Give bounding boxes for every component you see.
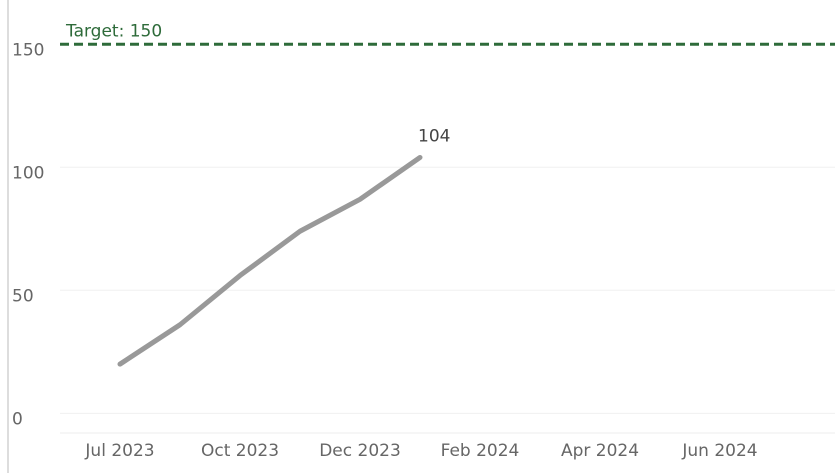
x-tick-label: Feb 2024 bbox=[441, 441, 520, 461]
target-label: Target: 150 bbox=[65, 21, 162, 41]
x-tick-label: Jun 2024 bbox=[681, 441, 757, 461]
y-tick-label: 50 bbox=[12, 286, 34, 306]
data-label: 104 bbox=[418, 126, 450, 146]
x-tick-label: Dec 2023 bbox=[319, 441, 401, 461]
x-tick-label: Apr 2024 bbox=[561, 441, 639, 461]
y-tick-label: 150 bbox=[12, 40, 44, 60]
x-tick-label: Oct 2023 bbox=[201, 441, 279, 461]
y-tick-label: 100 bbox=[12, 163, 44, 183]
y-tick-label: 0 bbox=[12, 409, 23, 429]
x-tick-label: Jul 2023 bbox=[84, 441, 154, 461]
line-series bbox=[117, 154, 423, 367]
